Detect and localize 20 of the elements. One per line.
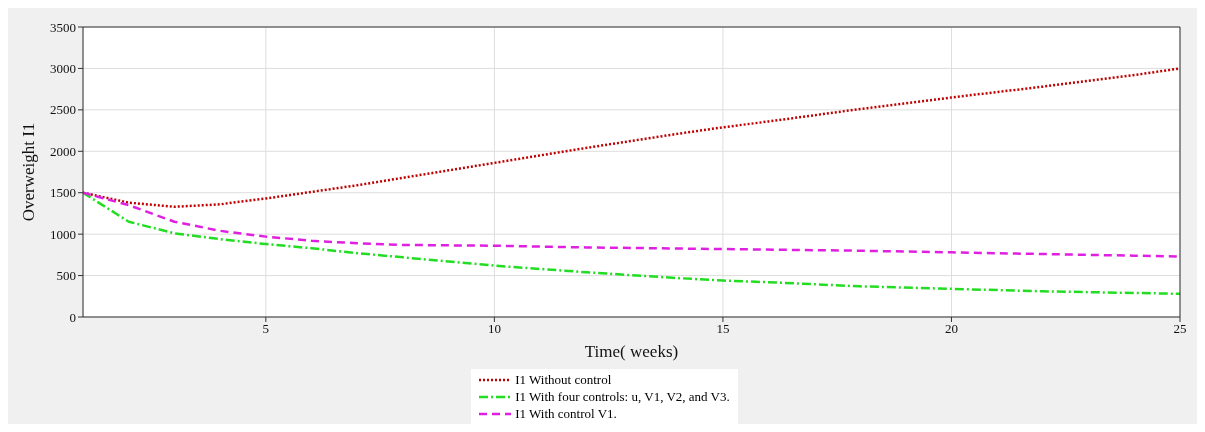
y-tick-label: 2500 <box>50 102 76 118</box>
x-axis-title: Time( weeks) <box>584 342 679 361</box>
y-tick-label: 3500 <box>50 19 76 35</box>
x-tick-label: 25 <box>1173 321 1187 337</box>
legend-label: I1 With four controls: u, V1, V2, and V3. <box>515 388 730 405</box>
y-tick-label: 500 <box>56 268 76 284</box>
legend-label: I1 Without control <box>515 371 612 388</box>
y-tick-label: 0 <box>69 309 76 325</box>
line-series <box>83 191 1180 258</box>
y-tick-label: 1000 <box>50 226 76 242</box>
x-tick-label: 20 <box>944 321 958 337</box>
x-tick-label: 5 <box>262 321 270 337</box>
legend-label: I1 With control V1. <box>515 405 617 422</box>
y-tick-label: 1500 <box>50 185 76 201</box>
y-tick-label: 3000 <box>50 61 76 77</box>
y-axis-title: Overweight I1 <box>19 122 39 222</box>
x-tick-label: 15 <box>716 321 730 337</box>
line-series <box>83 191 1180 296</box>
x-tick-label: 10 <box>487 321 501 337</box>
y-tick-label: 2000 <box>50 143 76 159</box>
